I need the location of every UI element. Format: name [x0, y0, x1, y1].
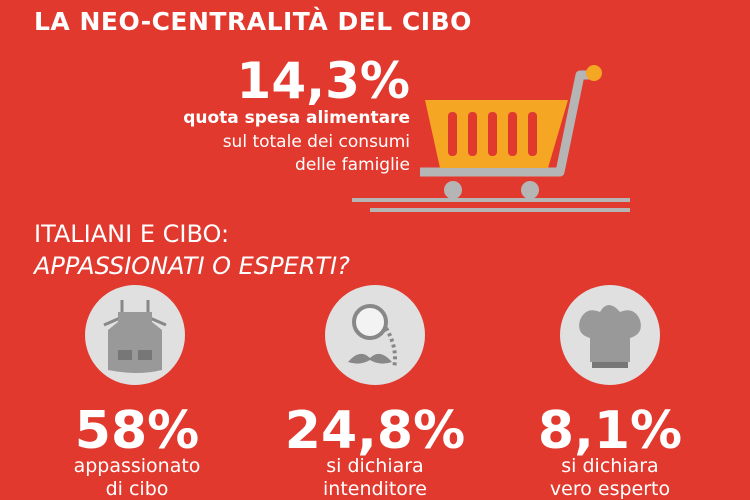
stat-value: 58% [75, 401, 199, 461]
stat-label: vero esperto [550, 478, 670, 500]
title: LA NEO-CENTRALITÀ DEL CIBO [34, 7, 472, 36]
stat: 58% appassionato di cibo [74, 401, 201, 500]
apron-icon [85, 285, 185, 385]
stat-label: di cibo [106, 478, 169, 500]
section-subtitle: APPASSIONATI O ESPERTI? [32, 252, 350, 280]
cart-icon [352, 65, 630, 212]
highlight-line: quota spesa alimentare [183, 108, 410, 128]
stat-label: intenditore [323, 478, 427, 500]
monocle-icon [325, 285, 425, 385]
highlight-line: delle famiglie [295, 155, 410, 175]
stat: 8,1% si dichiara vero esperto [538, 401, 682, 500]
highlight-line: sul totale dei consumi [223, 132, 410, 152]
chef-hat-icon [560, 285, 660, 385]
stat-value: 24,8% [285, 401, 465, 461]
stat-value: 8,1% [538, 401, 682, 461]
stat-label: si dichiara [561, 455, 658, 477]
stat-label: si dichiara [326, 455, 423, 477]
highlight-value: 14,3% [237, 52, 410, 110]
stat-label: appassionato [74, 455, 201, 477]
section-title: ITALIANI E CIBO: [34, 220, 229, 248]
stat: 24,8% si dichiara intenditore [285, 401, 465, 500]
